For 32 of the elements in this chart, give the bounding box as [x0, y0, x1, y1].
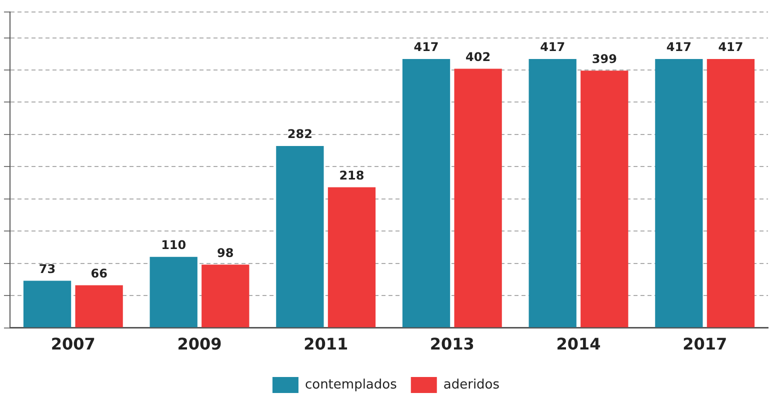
data-label: 417 — [414, 40, 439, 54]
bar — [528, 59, 576, 328]
bar — [706, 59, 755, 328]
bar — [402, 59, 450, 328]
x-tick-label: 2013 — [430, 334, 474, 354]
bar — [454, 68, 502, 328]
x-tick-label: 2009 — [177, 334, 222, 354]
bar — [328, 187, 376, 328]
legend-label: aderidos — [443, 377, 500, 392]
bar — [150, 256, 198, 328]
bar — [75, 285, 123, 328]
data-label: 66 — [90, 266, 108, 280]
legend-label: contemplados — [304, 377, 398, 392]
bar — [202, 264, 250, 328]
data-label: 417 — [666, 40, 692, 54]
x-tick-label: 2007 — [50, 334, 96, 354]
x-tick-label: 2011 — [304, 334, 348, 354]
x-tick-label: 2017 — [682, 334, 728, 354]
bar — [276, 146, 324, 328]
data-label: 73 — [38, 262, 56, 276]
bar — [655, 59, 703, 328]
data-label: 417 — [540, 40, 566, 54]
data-label: 98 — [217, 246, 234, 260]
data-label: 218 — [339, 168, 364, 182]
data-label: 402 — [466, 50, 491, 64]
data-label: 282 — [287, 127, 312, 142]
x-tick-label: 2014 — [556, 334, 601, 354]
data-label: 399 — [592, 52, 617, 66]
bar — [23, 280, 72, 328]
data-label: 110 — [161, 238, 186, 252]
bar — [580, 70, 628, 328]
data-label: 417 — [718, 40, 744, 54]
